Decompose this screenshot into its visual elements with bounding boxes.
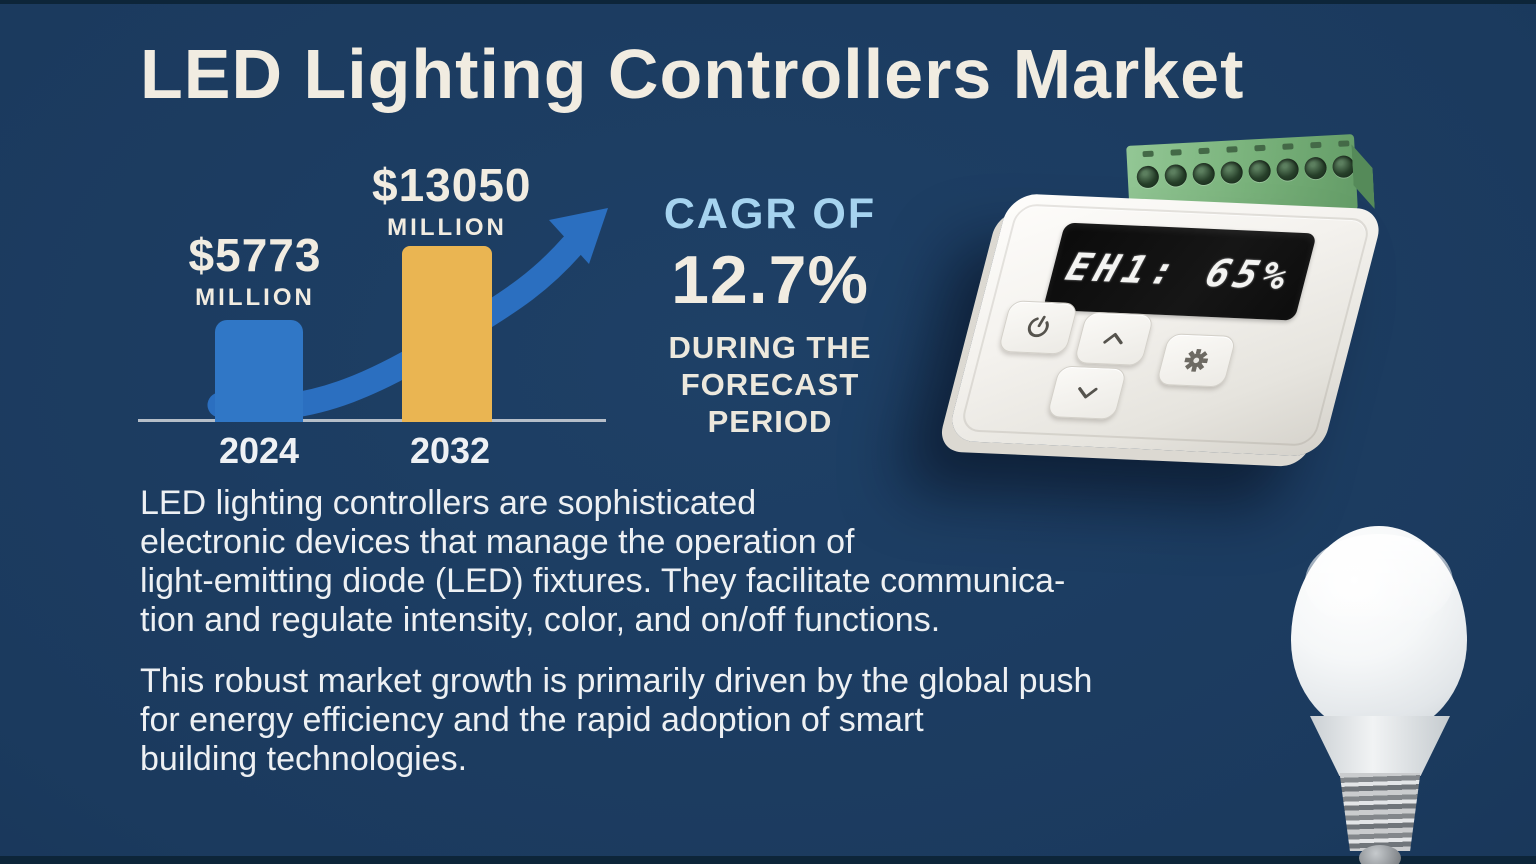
display-readout: EH1: 65% (1061, 245, 1299, 299)
terminal-slot (1198, 147, 1210, 155)
terminal-slot (1170, 149, 1182, 156)
cagr-period-line: FORECAST (680, 367, 860, 402)
market-growth-chart: $5773 MILLION $13050 MILLION 2024 2032 (130, 150, 630, 480)
paragraph-line: for energy efficiency and the rapid adop… (140, 701, 924, 739)
paragraph-line: LED lighting controllers are sophisticat… (140, 484, 757, 522)
value-unit-2024: MILLION (195, 284, 315, 311)
led-controller-device: EH1: 65% (946, 193, 1385, 457)
paragraph-line: tion and regulate intensity, color, and … (140, 601, 941, 639)
terminal-hole (1136, 165, 1160, 189)
description-paragraph-1: LED lighting controllers are sophisticat… (140, 484, 1065, 640)
settings-button (1155, 333, 1237, 388)
terminal-slot (1254, 144, 1266, 152)
year-label-2032: 2032 (409, 430, 491, 471)
terminal-slot (1338, 140, 1350, 147)
terminal-hole (1164, 163, 1188, 188)
terminal-slot (1142, 150, 1154, 158)
terminal-hole (1276, 158, 1300, 182)
gear-icon (1184, 349, 1209, 372)
value-label-2032: $13050 MILLION (372, 158, 532, 242)
paragraph-line: building technologies. (140, 740, 468, 778)
terminal-screw-holes (1136, 155, 1356, 189)
terminal-hole (1220, 160, 1244, 185)
terminal-hole (1192, 162, 1216, 186)
terminal-top-slots (1142, 140, 1354, 158)
value-label-2024: $5773 MILLION (180, 228, 330, 312)
cagr-block: CAGR OF 12.7% DURING THE FORECAST PERIOD (635, 190, 905, 440)
value-2024: $5773 (188, 229, 322, 281)
cagr-label: CAGR OF (663, 190, 877, 238)
year-label-2024: 2024 (218, 430, 300, 471)
bulb-neck (1310, 716, 1450, 776)
bar-2024 (215, 320, 303, 422)
down-button (1046, 365, 1128, 420)
top-letterbox-strip (0, 0, 1536, 4)
cagr-period-line: PERIOD (707, 404, 833, 439)
chevron-up-icon (1103, 332, 1123, 345)
up-button (1073, 311, 1155, 366)
terminal-slot (1226, 146, 1238, 153)
bottom-letterbox-strip (0, 856, 1536, 864)
page-title: LED Lighting Controllers Market (140, 35, 1245, 113)
paragraph-line: light-emitting diode (LED) fixtures. The… (140, 562, 1066, 600)
power-icon (1027, 315, 1049, 338)
terminal-hole (1331, 155, 1356, 179)
description-paragraph-2: This robust market growth is primarily d… (140, 662, 1092, 779)
bulb-screw-base (1339, 773, 1421, 851)
chart-baseline (138, 419, 606, 422)
cagr-period: DURING THE FORECAST PERIOD (635, 329, 905, 440)
terminal-hole (1248, 159, 1272, 183)
cagr-value: 12.7% (671, 242, 869, 318)
device-display: EH1: 65% (1042, 222, 1317, 321)
led-bulb-photo (1285, 518, 1480, 864)
power-button (997, 300, 1079, 355)
bulb-globe (1291, 526, 1467, 734)
paragraph-line: electronic devices that manage the opera… (140, 523, 855, 561)
bulb-contact-tip (1359, 845, 1401, 864)
terminal-hole (1304, 156, 1328, 180)
paragraph-line: This robust market growth is primarily d… (140, 662, 1093, 700)
bar-2032 (402, 246, 492, 422)
value-unit-2032: MILLION (387, 214, 507, 241)
terminal-slot (1310, 141, 1322, 149)
value-2032: $13050 (372, 159, 532, 211)
cagr-period-line: DURING THE (668, 330, 872, 365)
chevron-down-icon (1078, 387, 1098, 399)
terminal-slot (1282, 143, 1294, 150)
